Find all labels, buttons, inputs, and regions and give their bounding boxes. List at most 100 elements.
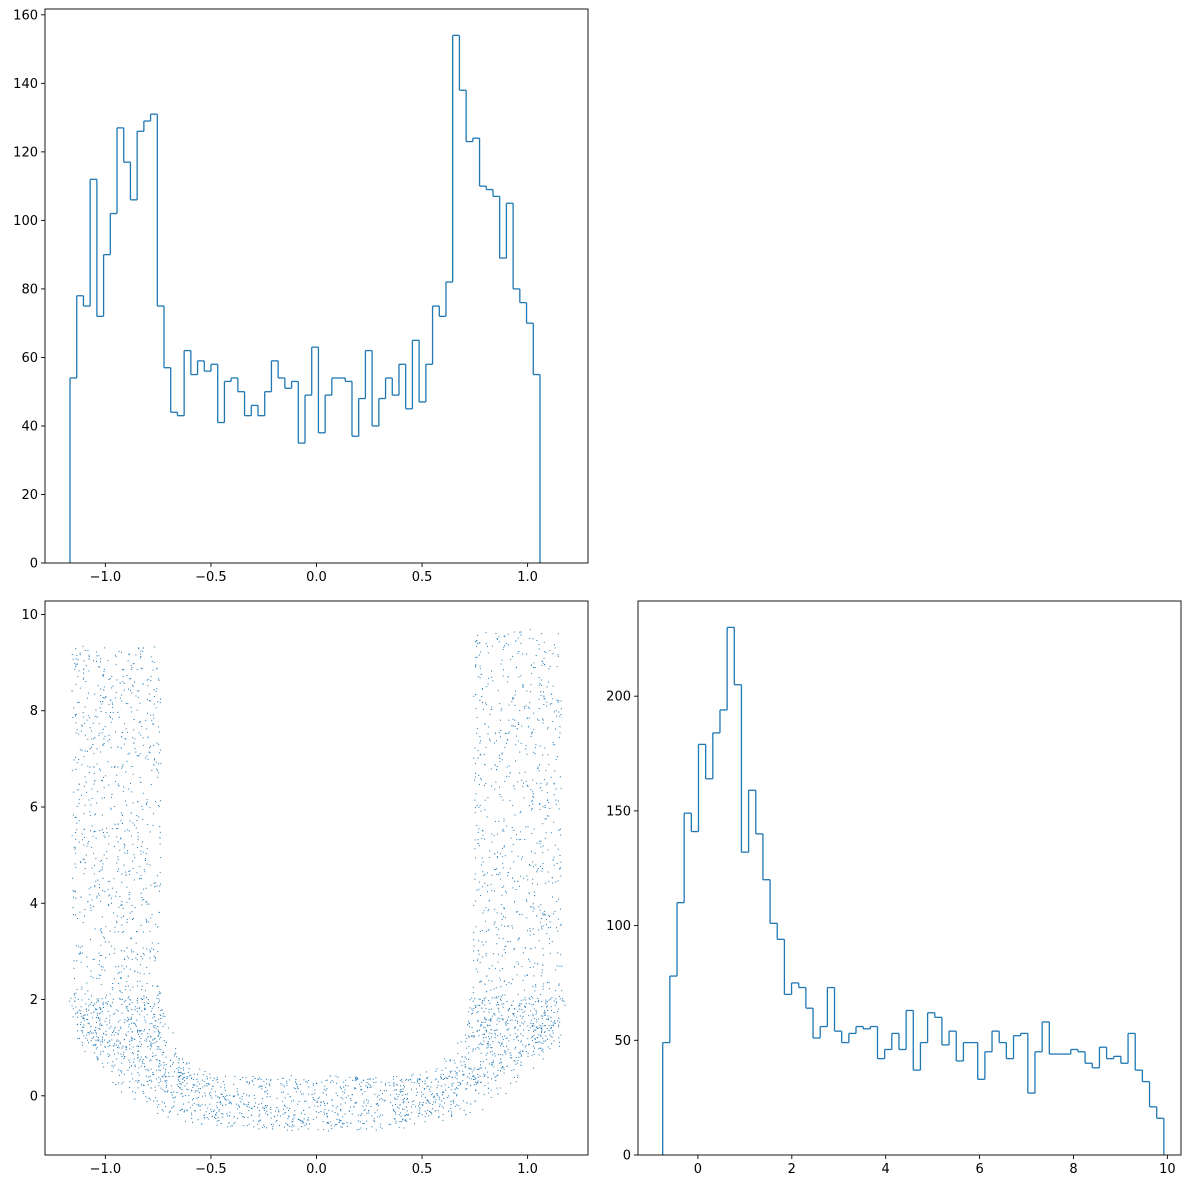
- scatter-point: [437, 1095, 438, 1096]
- scatter-point: [99, 887, 100, 888]
- scatter-point: [90, 1004, 91, 1005]
- scatter-point: [112, 1061, 113, 1062]
- scatter-point: [425, 1097, 426, 1098]
- scatter-point: [464, 1061, 465, 1062]
- scatter-point: [559, 716, 560, 717]
- scatter-point: [116, 664, 117, 665]
- scatter-point: [513, 719, 514, 720]
- scatter-point: [531, 1020, 532, 1021]
- scatter-point: [84, 1035, 85, 1036]
- scatter-point: [467, 1076, 468, 1077]
- scatter-point: [369, 1087, 370, 1088]
- scatter-point: [80, 862, 81, 863]
- scatter-point: [542, 928, 543, 929]
- scatter-point: [498, 962, 499, 963]
- scatter-point: [331, 1125, 332, 1126]
- scatter-point: [522, 1045, 523, 1046]
- scatter-point: [500, 1054, 501, 1055]
- scatter-point: [260, 1120, 261, 1121]
- scatter-point: [521, 726, 522, 727]
- scatter-point: [350, 1098, 351, 1099]
- scatter-point: [460, 1084, 461, 1085]
- scatter-point: [479, 736, 480, 737]
- scatter-point: [497, 639, 498, 640]
- scatter-point: [428, 1116, 429, 1117]
- scatter-point: [294, 1088, 295, 1089]
- scatter-point: [99, 667, 100, 668]
- scatter-point: [552, 882, 553, 883]
- scatter-point: [530, 691, 531, 692]
- scatter-point: [120, 683, 121, 684]
- scatter-point: [248, 1117, 249, 1118]
- scatter-point: [360, 1089, 361, 1090]
- scatter-point: [397, 1085, 398, 1086]
- scatter-point: [160, 702, 161, 703]
- scatter-point: [486, 632, 487, 633]
- scatter-point: [129, 1004, 130, 1005]
- scatter-point: [80, 749, 81, 750]
- scatter-point: [262, 1107, 263, 1108]
- scatter-point: [368, 1103, 369, 1104]
- scatter-point: [551, 832, 552, 833]
- scatter-point: [96, 1040, 97, 1041]
- y-tick-label: 6: [30, 801, 38, 816]
- scatter-point: [140, 981, 141, 982]
- scatter-point: [75, 757, 76, 758]
- scatter-point: [505, 952, 506, 953]
- scatter-point: [160, 872, 161, 873]
- scatter-point: [407, 1110, 408, 1111]
- scatter-point: [479, 845, 480, 846]
- scatter-point: [496, 997, 497, 998]
- scatter-point: [488, 1041, 489, 1042]
- scatter-point: [345, 1114, 346, 1115]
- scatter-point: [501, 925, 502, 926]
- scatter-point: [216, 1115, 217, 1116]
- scatter-point: [539, 649, 540, 650]
- scatter-point: [160, 1070, 161, 1071]
- scatter-point: [525, 749, 526, 750]
- scatter-point: [263, 1081, 264, 1082]
- scatter-point: [497, 1070, 498, 1071]
- scatter-point: [214, 1078, 215, 1079]
- scatter-point: [456, 1104, 457, 1105]
- scatter-point: [555, 998, 556, 999]
- scatter-point: [129, 1044, 130, 1045]
- scatter-point: [103, 676, 104, 677]
- scatter-point: [104, 1040, 105, 1041]
- scatter-point: [363, 1103, 364, 1104]
- scatter-point: [209, 1113, 210, 1114]
- scatter-point: [497, 1035, 498, 1036]
- scatter-point: [448, 1087, 449, 1088]
- scatter-point: [155, 1025, 156, 1026]
- scatter-point: [189, 1063, 190, 1064]
- scatter-point: [560, 867, 561, 868]
- scatter-point: [452, 1085, 453, 1086]
- scatter-point: [119, 651, 120, 652]
- scatter-point: [156, 688, 157, 689]
- scatter-point: [513, 698, 514, 699]
- scatter-point: [475, 1048, 476, 1049]
- scatter-point: [542, 1018, 543, 1019]
- scatter-point: [508, 1010, 509, 1011]
- scatter-point: [124, 968, 125, 969]
- scatter-point: [75, 1013, 76, 1014]
- scatter-point: [125, 872, 126, 873]
- scatter-point: [131, 791, 132, 792]
- scatter-point: [487, 891, 488, 892]
- scatter-point: [349, 1077, 350, 1078]
- scatter-point: [520, 839, 521, 840]
- scatter-point: [146, 728, 147, 729]
- scatter-point: [507, 875, 508, 876]
- scatter-point: [175, 1048, 176, 1049]
- y-tick-label: 0: [623, 1149, 631, 1164]
- scatter-point: [167, 1091, 168, 1092]
- scatter-point: [545, 698, 546, 699]
- scatter-point: [104, 647, 105, 648]
- scatter-point: [507, 1066, 508, 1067]
- scatter-point: [140, 1031, 141, 1032]
- scatter-point: [194, 1103, 195, 1104]
- scatter-point: [460, 1061, 461, 1062]
- scatter-point: [532, 800, 533, 801]
- scatter-point: [550, 1017, 551, 1018]
- scatter-point: [178, 1062, 179, 1063]
